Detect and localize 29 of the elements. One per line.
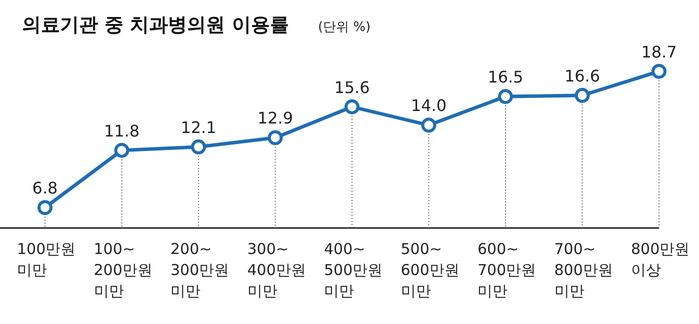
- x-tick-label: 100~ 200만원 미만: [94, 240, 152, 300]
- x-tick-label: 300~ 400만원 미만: [247, 240, 306, 300]
- x-tick-label: 700~ 800만원 미만: [554, 240, 613, 300]
- x-tick-label: 200~ 300만원 미만: [170, 240, 230, 300]
- data-label: 6.8: [32, 178, 58, 198]
- data-label: 14.0: [410, 96, 447, 116]
- x-tick-label: 500~ 600만원 미만: [400, 240, 460, 300]
- x-tick-label: 600~ 700만원 미만: [478, 240, 536, 300]
- data-label: 18.7: [641, 42, 677, 62]
- point: [114, 142, 130, 158]
- point: [498, 89, 513, 104]
- point: [344, 99, 360, 114]
- data-label: 15.6: [334, 78, 370, 97]
- data-label: 16.5: [488, 68, 524, 87]
- chart-title: 의료기관 중 치과병의원 이용률: [22, 13, 289, 38]
- point: [421, 118, 436, 133]
- point: [574, 88, 590, 103]
- data-label: 11.8: [104, 121, 140, 140]
- point: [38, 200, 52, 216]
- x-tick-label: 800만원 이상: [631, 240, 690, 279]
- x-tick-label: 400~ 500만원 미만: [324, 240, 383, 300]
- x-tick-label: 100만원 미만: [17, 240, 76, 279]
- point: [268, 130, 283, 146]
- point: [191, 139, 206, 154]
- data-label: 16.6: [564, 66, 600, 86]
- chart-subtitle: (단위 %): [318, 19, 371, 36]
- point: [652, 64, 666, 79]
- data-label: 12.9: [257, 108, 294, 128]
- data-label: 12.1: [180, 118, 216, 137]
